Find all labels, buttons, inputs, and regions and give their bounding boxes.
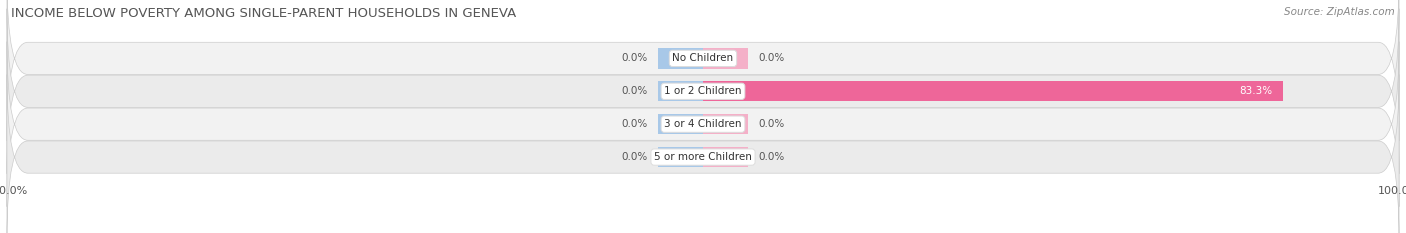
Text: 0.0%: 0.0%	[621, 152, 647, 162]
Bar	[658, 81, 703, 102]
Text: No Children: No Children	[672, 53, 734, 63]
FancyBboxPatch shape	[7, 42, 1399, 207]
Bar	[658, 147, 703, 167]
Bar	[703, 48, 748, 69]
Bar	[703, 147, 748, 167]
FancyBboxPatch shape	[7, 0, 1399, 141]
Text: 3 or 4 Children: 3 or 4 Children	[664, 119, 742, 129]
FancyBboxPatch shape	[7, 75, 1399, 233]
Text: 0.0%: 0.0%	[621, 86, 647, 96]
Text: 0.0%: 0.0%	[759, 119, 785, 129]
Bar	[703, 81, 1282, 102]
Bar	[658, 114, 703, 134]
Text: 0.0%: 0.0%	[759, 53, 785, 63]
Text: 1 or 2 Children: 1 or 2 Children	[664, 86, 742, 96]
Text: 0.0%: 0.0%	[621, 119, 647, 129]
FancyBboxPatch shape	[7, 9, 1399, 174]
Bar	[658, 48, 703, 69]
Text: INCOME BELOW POVERTY AMONG SINGLE-PARENT HOUSEHOLDS IN GENEVA: INCOME BELOW POVERTY AMONG SINGLE-PARENT…	[11, 7, 516, 20]
Bar	[703, 114, 748, 134]
Text: 5 or more Children: 5 or more Children	[654, 152, 752, 162]
Text: 0.0%: 0.0%	[621, 53, 647, 63]
Text: 0.0%: 0.0%	[759, 152, 785, 162]
Text: 83.3%: 83.3%	[1239, 86, 1272, 96]
Text: Source: ZipAtlas.com: Source: ZipAtlas.com	[1284, 7, 1395, 17]
